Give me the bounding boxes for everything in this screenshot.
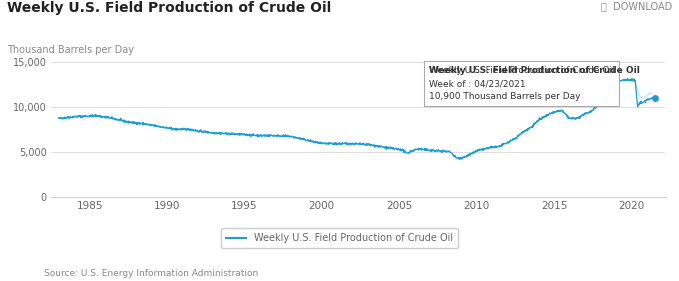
Text: Weekly U.S. Field Production of Crude Oil
Week of : 04/23/2021
10,900 Thousand B: Weekly U.S. Field Production of Crude Oi… (429, 66, 614, 101)
Text: Thousand Barrels per Day: Thousand Barrels per Day (7, 45, 134, 55)
Text: Weekly U.S. Field Production of Crude Oil: Weekly U.S. Field Production of Crude Oi… (429, 66, 640, 75)
Legend: Weekly U.S. Field Production of Crude Oil: Weekly U.S. Field Production of Crude Oi… (221, 228, 458, 248)
Text: Source: U.S. Energy Information Administration: Source: U.S. Energy Information Administ… (44, 269, 259, 278)
Text: Weekly U.S. Field Production of Crude Oil: Weekly U.S. Field Production of Crude Oi… (7, 1, 331, 15)
Text: ⤓  DOWNLOAD: ⤓ DOWNLOAD (601, 1, 672, 12)
